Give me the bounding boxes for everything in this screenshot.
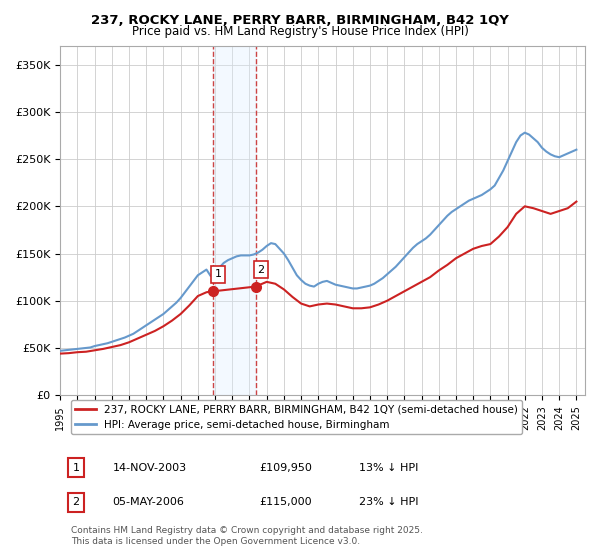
Legend: 237, ROCKY LANE, PERRY BARR, BIRMINGHAM, B42 1QY (semi-detached house), HPI: Ave: 237, ROCKY LANE, PERRY BARR, BIRMINGHAM,… bbox=[71, 400, 522, 434]
Text: 1: 1 bbox=[214, 269, 221, 279]
Text: Contains HM Land Registry data © Crown copyright and database right 2025.
This d: Contains HM Land Registry data © Crown c… bbox=[71, 526, 422, 545]
Bar bbox=[213, 46, 256, 395]
Text: 2: 2 bbox=[257, 264, 264, 274]
Text: £109,950: £109,950 bbox=[260, 463, 313, 473]
Text: 05-MAY-2006: 05-MAY-2006 bbox=[113, 497, 185, 507]
Text: 237, ROCKY LANE, PERRY BARR, BIRMINGHAM, B42 1QY: 237, ROCKY LANE, PERRY BARR, BIRMINGHAM,… bbox=[91, 14, 509, 27]
Text: 1: 1 bbox=[73, 463, 79, 473]
Text: 23% ↓ HPI: 23% ↓ HPI bbox=[359, 497, 419, 507]
Text: Price paid vs. HM Land Registry's House Price Index (HPI): Price paid vs. HM Land Registry's House … bbox=[131, 25, 469, 38]
Text: 2: 2 bbox=[73, 497, 80, 507]
Text: 13% ↓ HPI: 13% ↓ HPI bbox=[359, 463, 419, 473]
Text: 14-NOV-2003: 14-NOV-2003 bbox=[113, 463, 187, 473]
Text: £115,000: £115,000 bbox=[260, 497, 312, 507]
